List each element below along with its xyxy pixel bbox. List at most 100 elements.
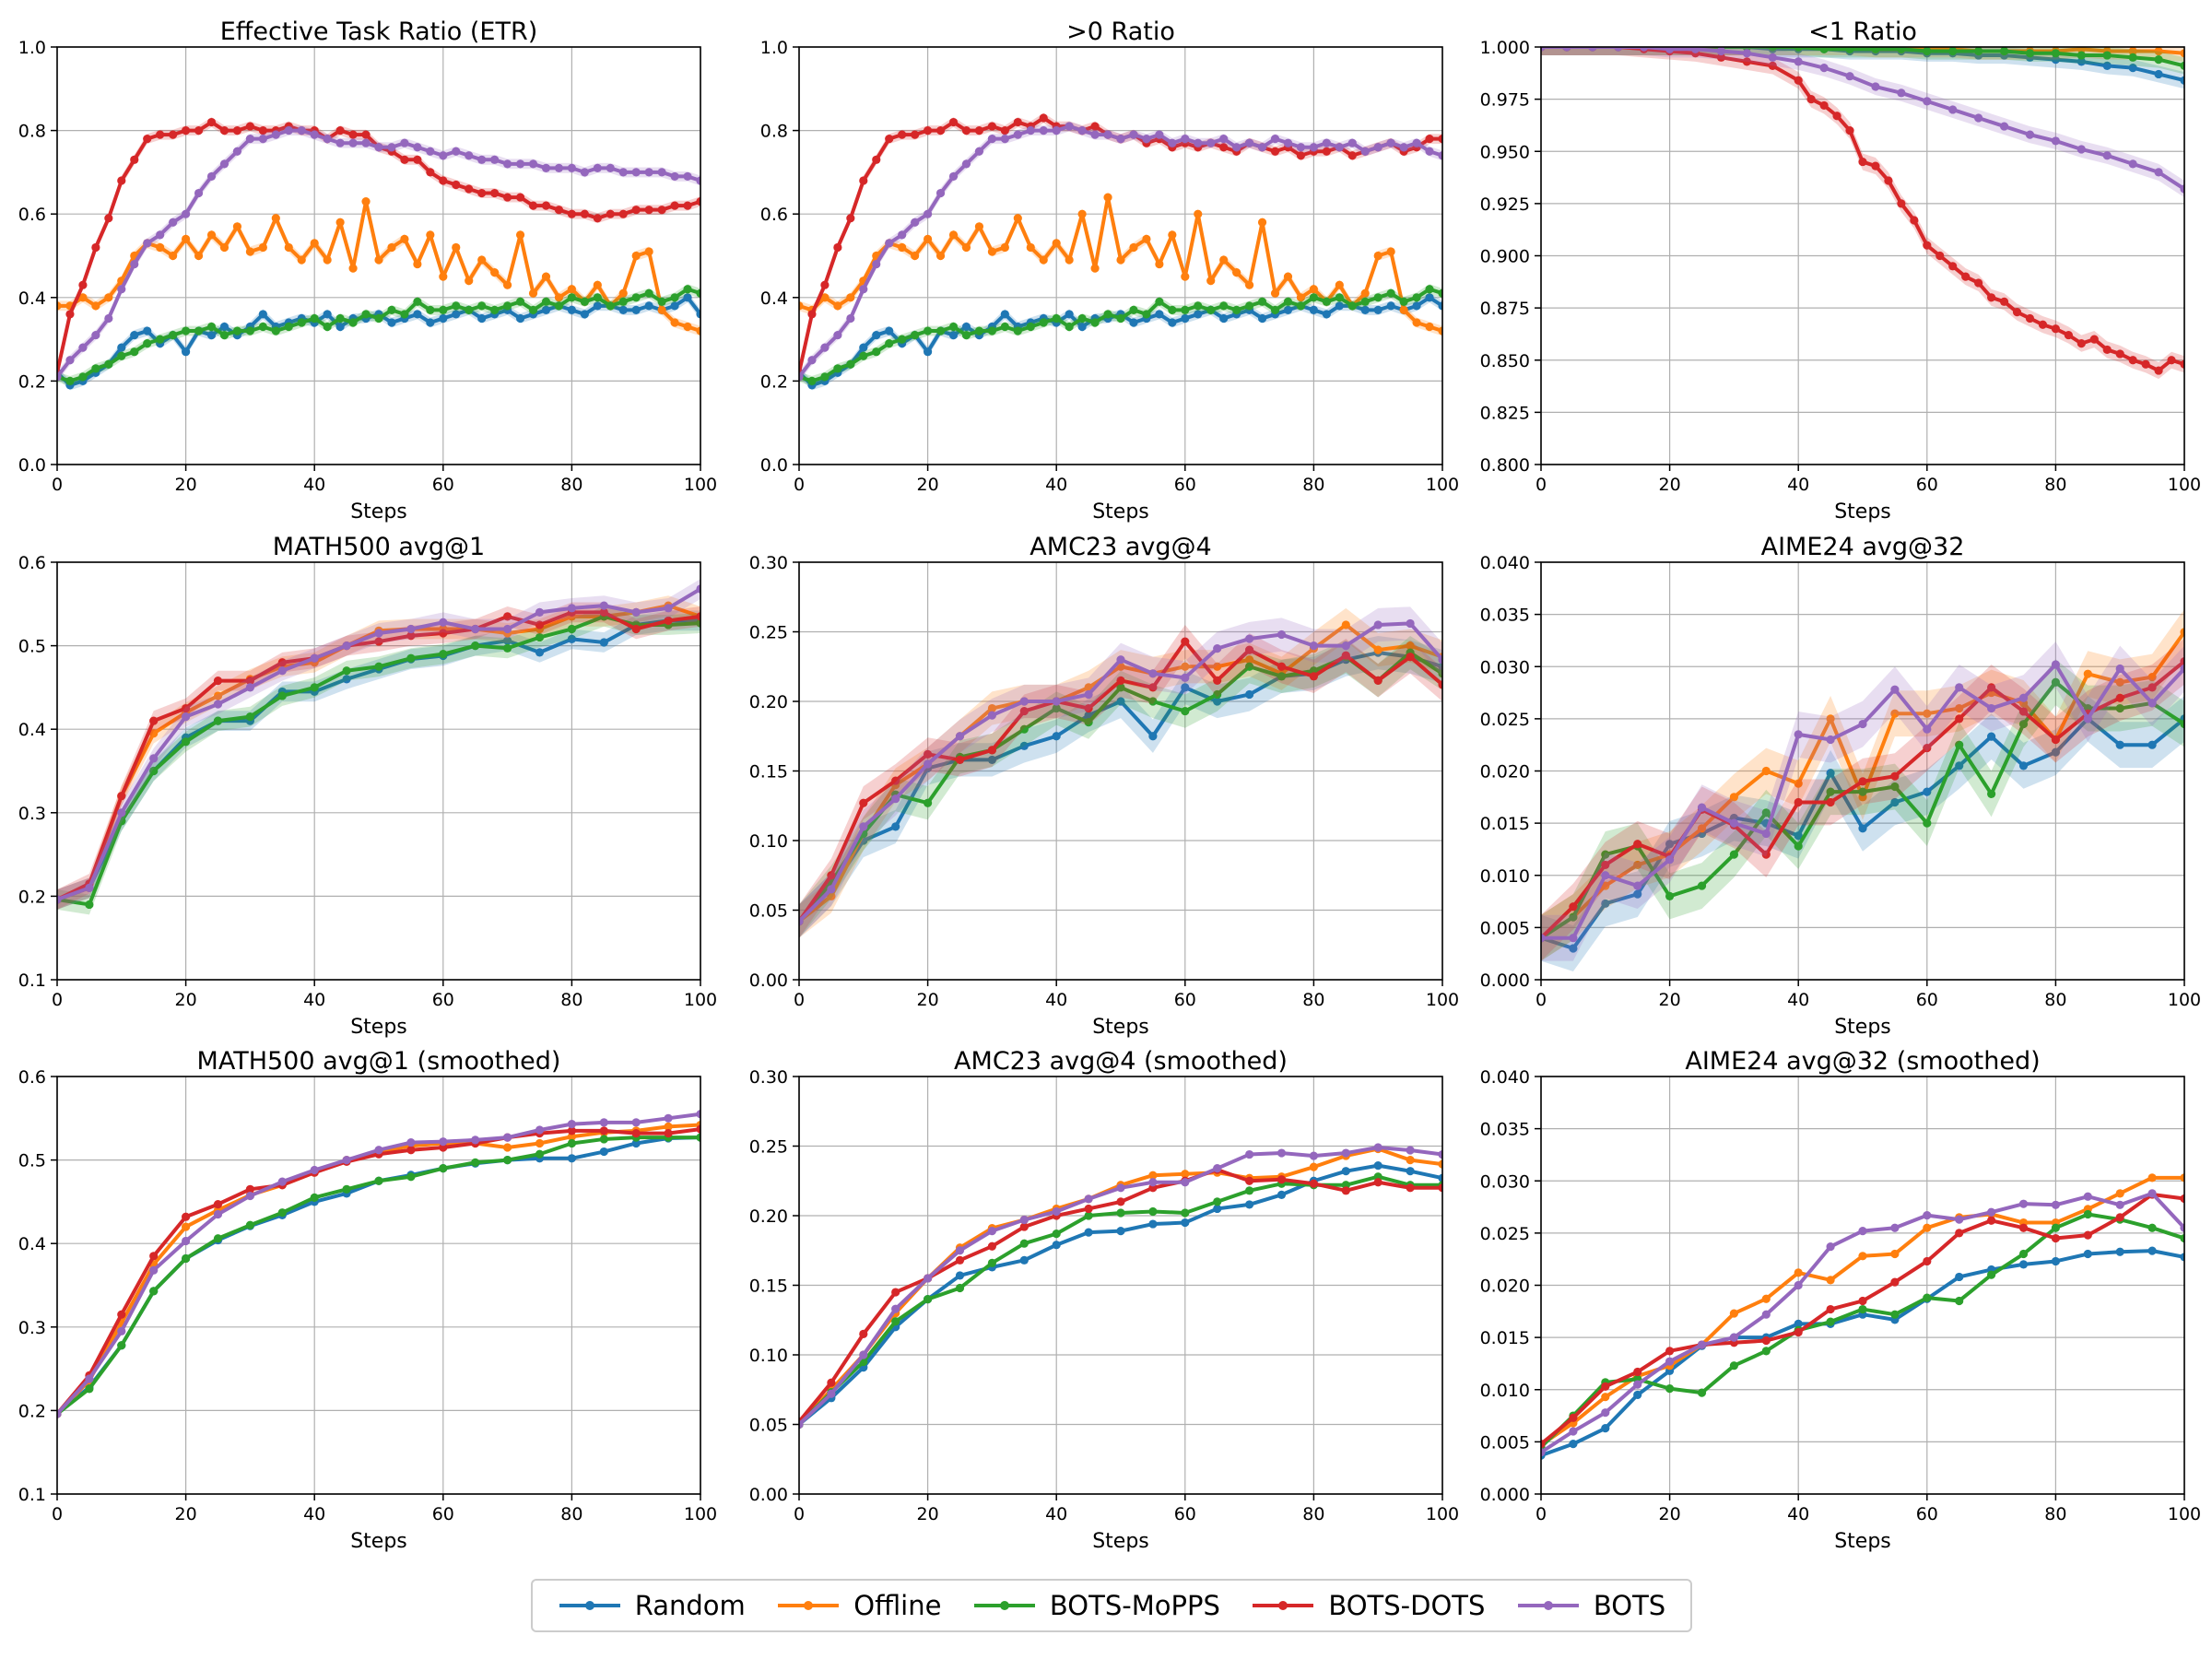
- x-tick-label: 100: [684, 475, 717, 495]
- series-point-random: [696, 310, 700, 319]
- series-point-bots: [1116, 655, 1125, 665]
- series-point-bots-mopps: [91, 364, 100, 373]
- legend-swatch-bots: [1517, 1601, 1579, 1610]
- series-point-bots-dots: [924, 126, 933, 135]
- series-point-offline: [1697, 824, 1707, 833]
- series-point-bots: [117, 1326, 126, 1335]
- series-point-bots: [2147, 699, 2157, 708]
- series-point-bots: [1438, 151, 1442, 160]
- y-tick-label: 0.015: [1480, 814, 1530, 834]
- series-point-bots: [1955, 683, 1964, 692]
- series-point-bots: [439, 618, 448, 627]
- series-point-bots-dots: [1039, 113, 1048, 123]
- series-point-bots: [1412, 138, 1421, 147]
- y-tick-label: 0.4: [18, 720, 46, 740]
- series-point-bots: [1614, 47, 1623, 52]
- series-point-bots-mopps: [846, 359, 855, 369]
- series-point-offline: [400, 234, 409, 243]
- series-point-bots-dots: [955, 755, 965, 765]
- series-point-offline: [1360, 288, 1370, 298]
- series-point-offline: [644, 247, 653, 256]
- series-point-bots-dots: [2102, 345, 2112, 355]
- y-tick-label: 0.1: [18, 1485, 46, 1505]
- series-point-random: [599, 638, 608, 647]
- y-tick-label: 0.025: [1480, 1224, 1530, 1244]
- series-point-bots: [535, 1125, 545, 1135]
- series-point-random: [1168, 318, 1177, 327]
- series-point-bots: [664, 604, 673, 613]
- series-point-offline: [1729, 793, 1738, 802]
- x-tick-label: 100: [2168, 1504, 2201, 1524]
- series-point-bots: [1148, 669, 1158, 678]
- x-tick-label: 20: [917, 990, 939, 1010]
- series-point-random: [1569, 944, 1578, 953]
- series-point-random: [535, 648, 545, 657]
- series-point-bots-dots: [149, 716, 159, 725]
- series-point-offline: [1923, 709, 1932, 718]
- series-point-bots-dots: [872, 155, 881, 164]
- series-point-bots: [961, 159, 971, 169]
- y-tick-label: 0.035: [1480, 1120, 1530, 1140]
- series-point-bots: [1987, 1207, 1996, 1217]
- series-point-offline: [1601, 1393, 1610, 1402]
- series-point-random: [1858, 824, 1867, 833]
- series-point-bots-mopps: [426, 305, 435, 314]
- series-point-bots: [1858, 1227, 1867, 1236]
- series-point-offline: [2180, 1173, 2184, 1182]
- series-point-bots-mopps: [206, 322, 217, 332]
- series-point-bots-dots: [413, 155, 422, 164]
- series-point-bots: [987, 1227, 996, 1236]
- series-point-bots-dots: [232, 126, 242, 135]
- series-point-bots-mopps: [1052, 703, 1061, 713]
- series-point-random: [1665, 840, 1675, 849]
- series-point-bots-mopps: [471, 1158, 480, 1167]
- y-tick-label: 0.010: [1480, 866, 1530, 887]
- series-point-offline: [1438, 326, 1442, 335]
- series-point-bots-dots: [859, 1329, 868, 1338]
- series-point-bots: [664, 1113, 673, 1123]
- series-point-random: [1794, 1319, 1803, 1329]
- series-point-bots-dots: [664, 616, 673, 626]
- series-point-bots: [618, 168, 628, 177]
- series-point-offline: [1013, 214, 1022, 223]
- series-point-bots-mopps: [515, 297, 525, 306]
- series-point-bots: [631, 168, 641, 177]
- series-point-bots: [2115, 1200, 2124, 1209]
- series-point-bots-dots: [1923, 241, 1932, 250]
- y-tick-label: 0.900: [1480, 247, 1530, 267]
- series-point-bots-mopps: [833, 364, 842, 373]
- series-point-offline: [2154, 47, 2163, 56]
- series-point-bots: [85, 1374, 94, 1383]
- series-point-bots: [1084, 1194, 1093, 1204]
- series-point-bots-dots: [924, 749, 933, 759]
- x-tick-label: 0: [52, 1504, 63, 1524]
- series-point-offline: [1826, 1276, 1835, 1285]
- series-point-bots-mopps: [156, 335, 165, 344]
- series-point-bots-mopps: [859, 351, 868, 360]
- series-point-bots: [271, 130, 280, 139]
- x-tick-label: 20: [175, 475, 197, 495]
- series-point-bots-mopps: [924, 798, 933, 807]
- series-point-bots-mopps: [606, 301, 615, 311]
- series-point-bots-mopps: [323, 322, 332, 332]
- series-point-bots-dots: [1987, 1216, 1996, 1225]
- series-point-bots: [683, 171, 692, 182]
- series-point-bots-mopps: [182, 1253, 191, 1264]
- series-point-bots: [1633, 881, 1642, 890]
- series-point-bots-dots: [143, 135, 152, 144]
- series-point-bots-mopps: [130, 347, 139, 357]
- x-tick-label: 40: [1787, 990, 1809, 1010]
- series-point-bots-dots: [1987, 683, 1996, 692]
- series-point-bots-mopps: [400, 310, 409, 319]
- series-point-random: [1245, 1200, 1254, 1209]
- series-point-bots-dots: [1245, 645, 1254, 654]
- series-point-bots-mopps: [987, 1258, 996, 1267]
- series-point-bots: [1232, 143, 1241, 152]
- series-point-random: [335, 322, 345, 332]
- y-tick-label: 0.5: [18, 1151, 46, 1171]
- series-point-bots-mopps: [1148, 697, 1158, 706]
- legend-label: BOTS-MoPPS: [1049, 1590, 1220, 1621]
- series-point-bots-mopps: [2018, 1249, 2029, 1259]
- y-tick-label: 0.025: [1480, 710, 1530, 730]
- series-point-random: [948, 330, 959, 340]
